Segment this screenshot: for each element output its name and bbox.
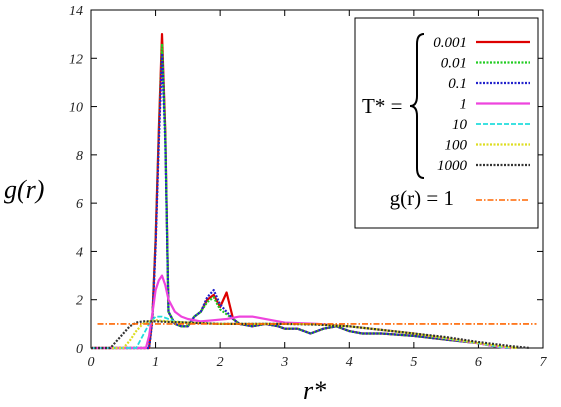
x-tick-label: 1 [152, 355, 159, 370]
x-axis-label: r* [303, 376, 326, 405]
series-line-5 [91, 319, 518, 350]
series-line-2 [91, 52, 511, 350]
x-tick-label: 6 [475, 355, 482, 370]
y-tick-label: 8 [76, 149, 83, 164]
x-tick-label: 5 [410, 355, 417, 370]
legend-brace [409, 33, 425, 179]
plot-frame [90, 9, 544, 349]
x-tick-label: 7 [540, 355, 548, 370]
legend-label-0: 0.001 [433, 35, 467, 51]
x-tick-label: 0 [88, 355, 95, 370]
legend-label-6: 1000 [437, 158, 468, 174]
legend-label-7: g(r) = 1 [390, 186, 454, 210]
legend-label-5: 100 [445, 138, 468, 154]
x-tick-label: 2 [217, 355, 224, 370]
legend-box [354, 17, 539, 229]
legend-label-4: 10 [452, 117, 468, 133]
y-tick-label: 6 [76, 197, 83, 212]
legend: 0.001 0.01 0.1 1 10 100 1000 g(r) = 1 T* = [354, 17, 539, 229]
legend-label-1: 0.01 [441, 56, 467, 72]
y-tick-label: 0 [76, 342, 83, 357]
series-line-6 [91, 320, 531, 350]
legend-group-label: T* = [362, 94, 402, 118]
legend-label-3: 1 [460, 97, 468, 113]
legend-label-2: 0.1 [448, 76, 467, 92]
y-tick-label: 10 [69, 101, 83, 116]
y-tick-label: 2 [76, 294, 83, 309]
x-tick-label: 4 [346, 355, 353, 370]
y-tick-label: 4 [76, 245, 83, 260]
x-tick-label: 3 [280, 355, 288, 370]
y-tick-label: 12 [69, 52, 83, 67]
y-tick-label: 14 [69, 4, 83, 19]
y-axis-label: g(r) [4, 175, 44, 204]
plot-series [91, 33, 537, 350]
